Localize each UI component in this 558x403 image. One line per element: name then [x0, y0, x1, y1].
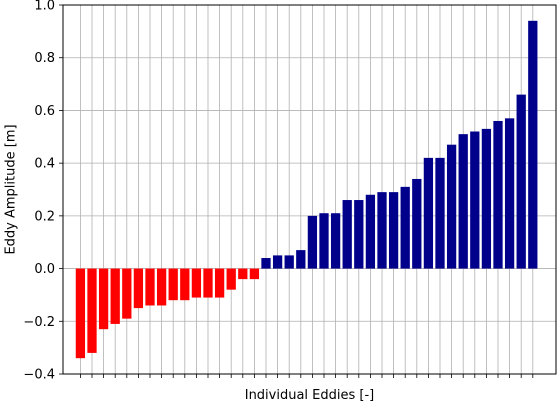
bar [226, 268, 236, 290]
bar [435, 157, 445, 269]
bar [446, 144, 457, 269]
y-tick-label: −0.2 [23, 315, 55, 330]
y-tick-label: 0.0 [34, 262, 55, 277]
bar [528, 20, 538, 269]
bar [481, 128, 492, 269]
bar [458, 134, 468, 269]
y-tick-label: 0.4 [34, 157, 55, 172]
bar [133, 268, 144, 309]
bar [354, 200, 364, 269]
bar [516, 94, 526, 269]
bar [214, 268, 225, 298]
y-axis-label: Eddy Amplitude [m] [4, 124, 19, 254]
bar [122, 268, 132, 319]
y-tick-label: 1.0 [34, 0, 55, 14]
bar [191, 268, 202, 298]
bar [238, 268, 248, 280]
bar [412, 178, 422, 269]
bar [145, 268, 155, 306]
bar [98, 268, 109, 330]
bar [296, 250, 306, 269]
bar [400, 186, 410, 269]
bar [203, 268, 213, 298]
bar [284, 255, 294, 269]
bar [319, 213, 329, 269]
grid [63, 4, 556, 375]
y-tick-label: −0.4 [23, 368, 55, 383]
bar [470, 131, 480, 269]
y-tick-label: 0.8 [34, 51, 55, 66]
bar [330, 213, 341, 269]
bar [377, 192, 387, 269]
bar [504, 118, 515, 269]
bar [168, 268, 178, 301]
axis-ticks: −0.4 −0.2 0.0 0.2 0.4 0.6 0.8 1.0 [23, 0, 534, 383]
y-tick-label: 0.6 [34, 104, 55, 119]
bar [493, 120, 503, 269]
bars [75, 20, 538, 359]
bar [388, 192, 399, 269]
bar [156, 268, 167, 306]
bar [87, 268, 97, 353]
bar [365, 194, 376, 269]
bar [423, 157, 434, 269]
bar [307, 215, 318, 269]
x-axis-label: Individual Eddies [-] [245, 388, 375, 403]
bar [180, 268, 190, 301]
bar [75, 268, 86, 359]
y-tick-label: 0.2 [34, 209, 55, 224]
plot-frame [62, 4, 557, 375]
bar [110, 268, 120, 324]
bar [249, 268, 260, 280]
bar [272, 255, 283, 269]
bar [261, 258, 271, 269]
bar [342, 200, 352, 269]
